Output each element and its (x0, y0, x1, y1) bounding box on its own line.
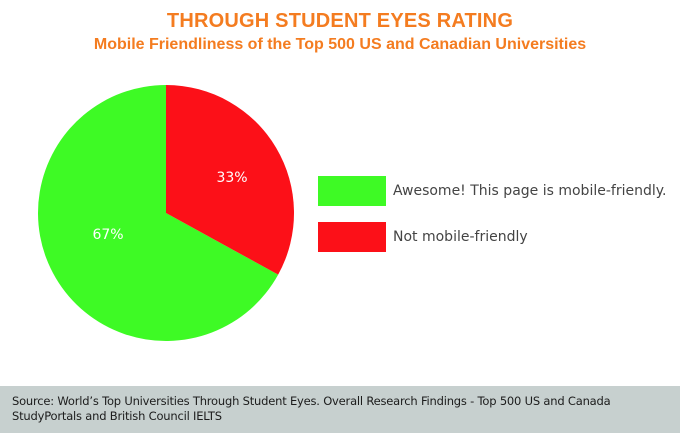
chart-title: THROUGH STUDENT EYES RATING (166, 10, 514, 32)
slice-label-mobile-friendly: 67% (92, 227, 123, 243)
chart-subtitle: Mobile Friendliness of the Top 500 US an… (93, 36, 587, 53)
legend-swatch-red (318, 222, 386, 252)
slice-label-not-mobile-friendly: 33% (216, 170, 247, 186)
pie-chart: 67% 33% (38, 85, 294, 341)
pie-slice-mobile-friendly (38, 85, 279, 341)
legend-swatch-green (318, 176, 386, 206)
legend-label: Not mobile-friendly (393, 229, 528, 245)
legend-item-mobile-friendly: Awesome! This page is mobile-friendly. (318, 176, 666, 206)
legend: Awesome! This page is mobile-friendly. N… (318, 176, 666, 268)
legend-item-not-mobile-friendly: Not mobile-friendly (318, 222, 666, 252)
legend-label: Awesome! This page is mobile-friendly. (393, 183, 667, 199)
pie-slice-not-mobile-friendly (166, 85, 294, 275)
source-footer: Source: World’s Top Universities Through… (0, 386, 680, 433)
source-line-1: Source: World’s Top Universities Through… (12, 394, 611, 408)
source-line-2: StudyPortals and British Council IELTS (12, 409, 222, 423)
